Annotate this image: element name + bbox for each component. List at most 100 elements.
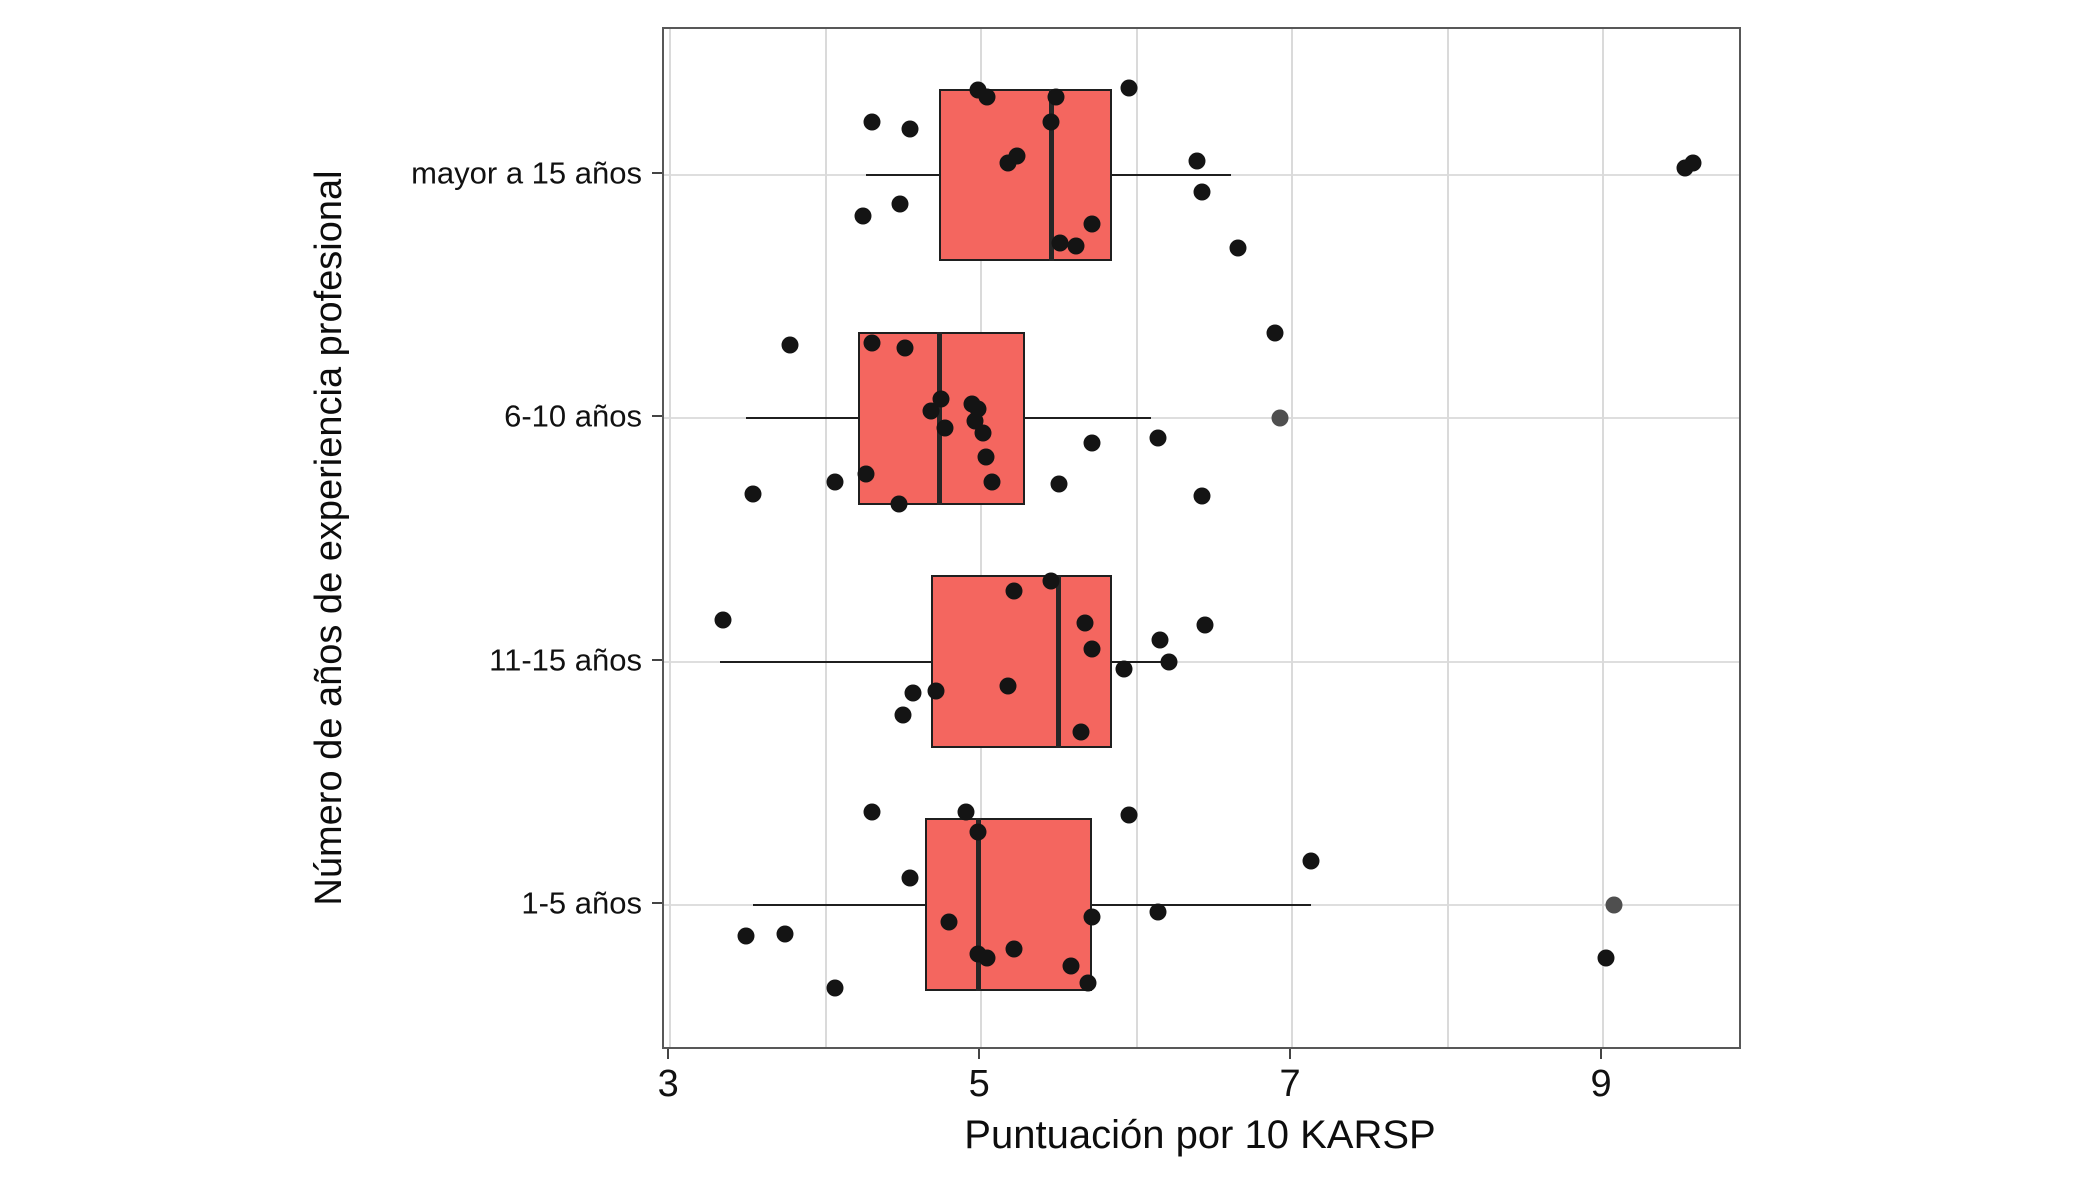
- data-point: [927, 682, 945, 700]
- x-axis-title: Puntuación por 10 KARSP: [964, 1113, 1436, 1157]
- x-tick-label: 9: [1590, 1063, 1612, 1105]
- x-tick-label: 3: [657, 1063, 679, 1105]
- data-point: [890, 495, 908, 512]
- data-point: [1271, 409, 1289, 427]
- data-point: [901, 120, 919, 138]
- data-point: [978, 949, 996, 967]
- data-point: [1160, 653, 1178, 671]
- data-point: [854, 207, 872, 225]
- y-tick-mark: [652, 415, 662, 418]
- data-point: [714, 611, 732, 629]
- vertical-gridline: [1602, 29, 1605, 1047]
- data-point: [1079, 974, 1097, 992]
- y-tick-mark: [652, 658, 662, 661]
- data-point: [977, 448, 995, 466]
- data-point: [1597, 949, 1615, 967]
- data-point: [863, 803, 881, 821]
- data-point: [969, 823, 987, 841]
- data-point: [999, 677, 1017, 695]
- data-point: [1062, 957, 1080, 975]
- median-line: [1056, 575, 1062, 748]
- data-point: [1188, 152, 1206, 170]
- data-point: [1047, 88, 1065, 106]
- data-point: [1266, 324, 1284, 342]
- vertical-gridline: [1291, 29, 1294, 1047]
- boxplot-box: [939, 88, 1112, 262]
- y-axis-category-label: 6-10 años: [504, 398, 642, 434]
- y-tick-mark: [652, 172, 662, 175]
- data-point: [1083, 434, 1101, 452]
- data-point: [1072, 723, 1090, 741]
- vertical-gridline: [980, 29, 983, 1047]
- vertical-gridline: [824, 29, 827, 1047]
- data-point: [1149, 903, 1167, 921]
- data-point: [974, 424, 992, 442]
- data-point: [1605, 896, 1623, 914]
- data-point: [940, 913, 958, 931]
- vertical-gridline: [669, 29, 672, 1047]
- data-point: [1042, 572, 1060, 590]
- horizontal-gridline: [664, 660, 1739, 663]
- data-point: [957, 803, 975, 821]
- data-point: [1076, 614, 1094, 632]
- data-point: [896, 339, 914, 357]
- data-point: [781, 336, 799, 354]
- data-point: [826, 979, 844, 997]
- data-point: [1051, 234, 1069, 252]
- data-point: [776, 925, 794, 943]
- data-point: [1083, 640, 1101, 658]
- boxplot-box: [931, 575, 1112, 748]
- x-tick-label: 5: [968, 1063, 990, 1105]
- data-point: [1083, 215, 1101, 233]
- y-axis-category-label: 11-15 años: [489, 642, 642, 678]
- data-point: [863, 334, 881, 352]
- data-point: [1120, 79, 1138, 97]
- median-line: [975, 818, 981, 992]
- y-tick-mark: [652, 901, 662, 904]
- data-point: [1120, 806, 1138, 824]
- data-point: [744, 485, 762, 503]
- data-point: [904, 684, 922, 702]
- data-point: [1042, 113, 1060, 131]
- data-point: [1005, 940, 1023, 958]
- data-point: [857, 465, 875, 483]
- data-point: [1115, 660, 1133, 678]
- data-point: [1302, 852, 1320, 870]
- data-point: [932, 390, 950, 408]
- data-point: [1008, 147, 1026, 165]
- data-point: [1067, 237, 1085, 255]
- data-point: [1229, 239, 1247, 257]
- data-point: [1149, 429, 1167, 447]
- x-tick-mark: [667, 1049, 670, 1059]
- plot-panel: [662, 27, 1741, 1049]
- data-point: [978, 88, 996, 106]
- y-axis-category-label: mayor a 15 años: [411, 155, 642, 191]
- data-point: [1193, 183, 1211, 201]
- y-axis-category-label: 1-5 años: [521, 885, 642, 921]
- y-axis-title: Número de años de experiencia profesiona…: [308, 170, 351, 906]
- horizontal-gridline: [664, 417, 1739, 420]
- data-point: [1005, 582, 1023, 600]
- data-point: [1193, 487, 1211, 505]
- median-line: [936, 332, 942, 505]
- data-point: [901, 869, 919, 887]
- data-point: [983, 473, 1001, 491]
- vertical-gridline: [1135, 29, 1138, 1047]
- x-tick-mark: [1600, 1049, 1603, 1059]
- vertical-gridline: [1446, 29, 1449, 1047]
- data-point: [1083, 908, 1101, 926]
- data-point: [1684, 154, 1702, 172]
- data-point: [826, 473, 844, 491]
- median-line: [1048, 88, 1054, 262]
- data-point: [1196, 616, 1214, 634]
- data-point: [1151, 631, 1169, 649]
- x-tick-mark: [1289, 1049, 1292, 1059]
- data-point: [863, 113, 881, 131]
- data-point: [737, 927, 755, 945]
- x-tick-label: 7: [1279, 1063, 1301, 1105]
- data-point: [894, 706, 912, 724]
- data-point: [891, 195, 909, 213]
- x-tick-mark: [978, 1049, 981, 1059]
- data-point: [1050, 475, 1068, 493]
